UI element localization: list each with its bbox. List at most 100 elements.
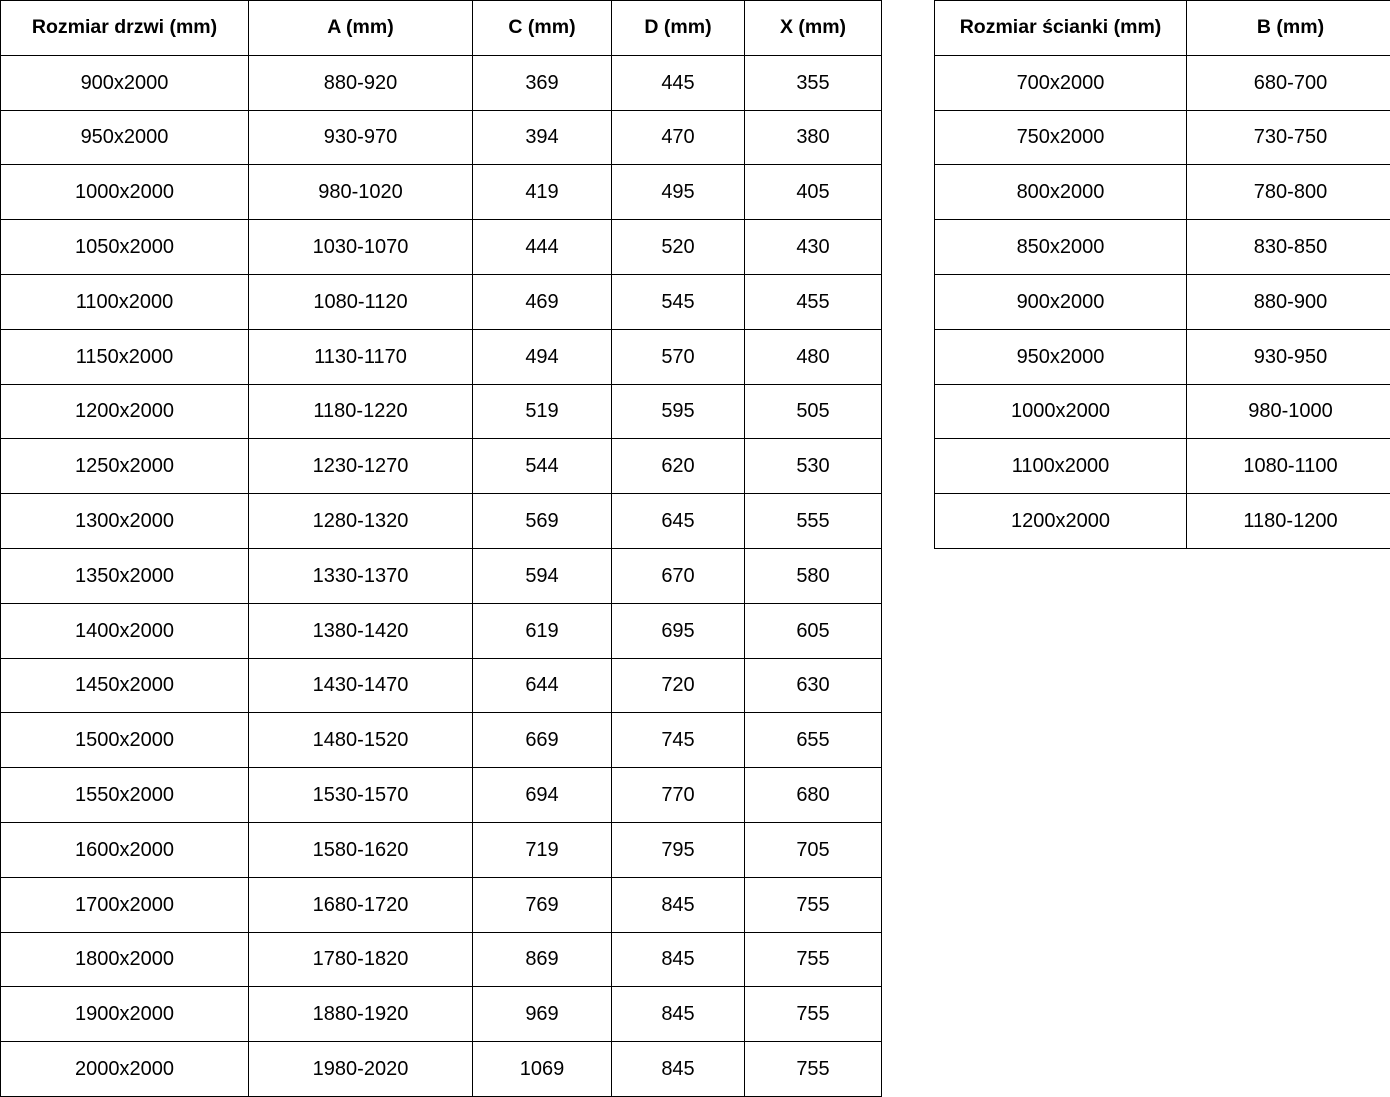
cell-dimension-x: 755: [745, 932, 882, 987]
cell-dimension-d: 495: [612, 165, 745, 220]
cell-dimension-b: 680-700: [1187, 55, 1390, 110]
header-dimension-d: D (mm): [612, 1, 745, 56]
cell-dimension-d: 695: [612, 603, 745, 658]
cell-door-size: 1450x2000: [1, 658, 249, 713]
cell-dimension-c: 694: [473, 768, 612, 823]
cell-dimension-x: 505: [745, 384, 882, 439]
header-dimension-c: C (mm): [473, 1, 612, 56]
cell-door-size: 1800x2000: [1, 932, 249, 987]
cell-dimension-x: 630: [745, 658, 882, 713]
cell-dimension-a: 1880-1920: [249, 987, 473, 1042]
cell-dimension-d: 745: [612, 713, 745, 768]
cell-door-size: 1900x2000: [1, 987, 249, 1042]
cell-dimension-x: 380: [745, 110, 882, 165]
cell-dimension-d: 845: [612, 1042, 745, 1097]
cell-dimension-a: 1530-1570: [249, 768, 473, 823]
cell-dimension-d: 595: [612, 384, 745, 439]
cell-wall-size: 1000x2000: [935, 384, 1187, 439]
cell-dimension-x: 705: [745, 822, 882, 877]
cell-dimension-c: 544: [473, 439, 612, 494]
cell-dimension-d: 520: [612, 220, 745, 275]
cell-wall-size: 850x2000: [935, 220, 1187, 275]
cell-dimension-c: 619: [473, 603, 612, 658]
cell-dimension-d: 670: [612, 548, 745, 603]
cell-door-size: 1150x2000: [1, 329, 249, 384]
cell-door-size: 1000x2000: [1, 165, 249, 220]
cell-door-size: 1400x2000: [1, 603, 249, 658]
cell-dimension-x: 480: [745, 329, 882, 384]
cell-dimension-c: 444: [473, 220, 612, 275]
cell-dimension-a: 1680-1720: [249, 877, 473, 932]
cell-dimension-d: 570: [612, 329, 745, 384]
cell-dimension-x: 405: [745, 165, 882, 220]
cell-dimension-x: 580: [745, 548, 882, 603]
cell-dimension-a: 1330-1370: [249, 548, 473, 603]
cell-dimension-c: 969: [473, 987, 612, 1042]
cell-wall-size: 750x2000: [935, 110, 1187, 165]
cell-dimension-c: 644: [473, 658, 612, 713]
cell-dimension-a: 1780-1820: [249, 932, 473, 987]
cell-dimension-d: 545: [612, 274, 745, 329]
cell-dimension-d: 720: [612, 658, 745, 713]
cell-dimension-c: 419: [473, 165, 612, 220]
cell-dimension-x: 530: [745, 439, 882, 494]
cell-dimension-c: 594: [473, 548, 612, 603]
cell-dimension-c: 494: [473, 329, 612, 384]
cell-dimension-d: 645: [612, 494, 745, 549]
cell-dimension-c: 769: [473, 877, 612, 932]
cell-dimension-a: 880-920: [249, 55, 473, 110]
cell-dimension-b: 1180-1200: [1187, 494, 1390, 549]
cell-dimension-d: 470: [612, 110, 745, 165]
table-header-row: Rozmiar ścianki (mm) B (mm): [935, 1, 1390, 56]
cell-dimension-x: 555: [745, 494, 882, 549]
cell-wall-size: 700x2000: [935, 55, 1187, 110]
table-header-row: Rozmiar drzwi (mm) A (mm) C (mm) D (mm) …: [1, 1, 882, 56]
cell-dimension-a: 1580-1620: [249, 822, 473, 877]
cell-dimension-b: 730-750: [1187, 110, 1390, 165]
cell-dimension-a: 1130-1170: [249, 329, 473, 384]
cell-door-size: 1050x2000: [1, 220, 249, 275]
cell-dimension-c: 1069: [473, 1042, 612, 1097]
cell-dimension-a: 1430-1470: [249, 658, 473, 713]
cell-dimension-x: 680: [745, 768, 882, 823]
door-size-table-head: Rozmiar drzwi (mm) A (mm) C (mm) D (mm) …: [1, 1, 882, 56]
cell-dimension-x: 755: [745, 877, 882, 932]
cell-dimension-b: 780-800: [1187, 165, 1390, 220]
cell-dimension-x: 455: [745, 274, 882, 329]
cell-dimension-d: 770: [612, 768, 745, 823]
cell-dimension-x: 755: [745, 987, 882, 1042]
cell-dimension-a: 1030-1070: [249, 220, 473, 275]
cell-door-size: 1500x2000: [1, 713, 249, 768]
cell-dimension-d: 795: [612, 822, 745, 877]
cell-dimension-b: 830-850: [1187, 220, 1390, 275]
cell-door-size: 1700x2000: [1, 877, 249, 932]
cell-wall-size: 900x2000: [935, 274, 1187, 329]
cell-dimension-a: 1180-1220: [249, 384, 473, 439]
cell-dimension-b: 930-950: [1187, 329, 1390, 384]
header-wall-size: Rozmiar ścianki (mm): [935, 1, 1187, 56]
cell-dimension-b: 1080-1100: [1187, 439, 1390, 494]
cell-door-size: 1300x2000: [1, 494, 249, 549]
cell-dimension-x: 355: [745, 55, 882, 110]
cell-dimension-a: 930-970: [249, 110, 473, 165]
cell-dimension-a: 1980-2020: [249, 1042, 473, 1097]
